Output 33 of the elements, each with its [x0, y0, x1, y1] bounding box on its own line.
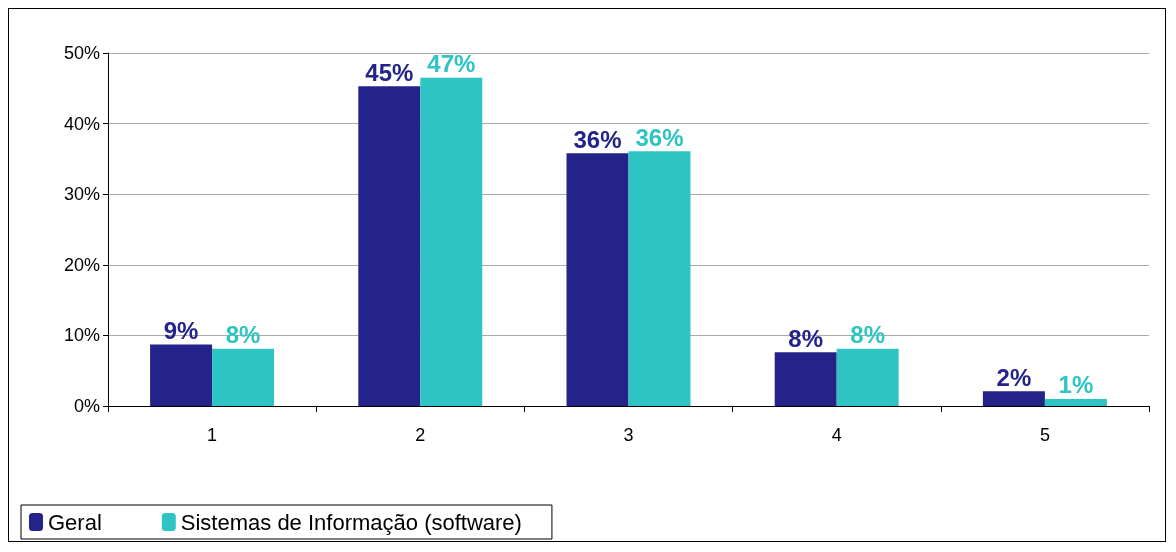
bar: [1044, 398, 1107, 406]
bar: [358, 86, 421, 406]
data-label: 36%: [573, 125, 622, 153]
y-tick-label: 50%: [63, 43, 100, 63]
y-tick-label: 30%: [63, 184, 100, 205]
bar: [982, 391, 1045, 406]
bar: [566, 153, 629, 406]
legend-label: Sistemas de Informação (software): [180, 509, 522, 535]
bar: [150, 344, 213, 406]
x-tick-label: 3: [623, 425, 634, 445]
x-tick-label: 2: [415, 425, 426, 445]
x-tick-label: 1: [207, 425, 218, 445]
data-label: 2%: [996, 363, 1032, 391]
bar: [420, 77, 483, 406]
x-tick-label: 4: [831, 425, 842, 445]
x-tick-label: 5: [1039, 425, 1050, 445]
data-label: 8%: [850, 321, 886, 349]
y-tick-label: 20%: [63, 254, 100, 275]
y-tick-label: 40%: [63, 113, 100, 134]
data-label: 1%: [1058, 371, 1094, 399]
data-label: 8%: [225, 321, 261, 349]
y-tick-label: 10%: [63, 325, 100, 346]
bar: [774, 352, 837, 406]
data-label: 47%: [427, 50, 476, 78]
bar: [836, 348, 899, 406]
data-label: 45%: [365, 58, 414, 86]
y-tick-label: 0%: [73, 396, 100, 416]
legend-label: Geral: [48, 509, 102, 535]
bar: [628, 151, 691, 406]
data-label: 36%: [635, 123, 684, 151]
data-label: 9%: [163, 317, 199, 345]
bar: [212, 348, 275, 406]
data-label: 8%: [788, 324, 824, 352]
